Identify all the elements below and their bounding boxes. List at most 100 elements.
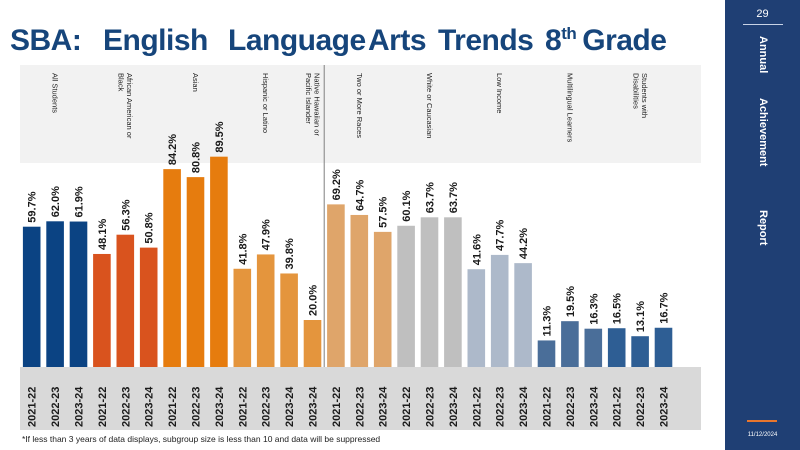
data-label: 60.1% bbox=[401, 190, 413, 221]
data-label: 11.3% bbox=[542, 306, 554, 337]
bar bbox=[397, 225, 415, 367]
page-number-divider bbox=[743, 24, 783, 25]
group-label: Low Income bbox=[495, 73, 504, 113]
data-label: 69.2% bbox=[331, 169, 343, 200]
x-tick-label: 2023-24 bbox=[378, 386, 390, 427]
title-word-arts: Arts bbox=[368, 24, 427, 57]
group-label-line: Disabilities bbox=[631, 73, 640, 109]
bar bbox=[444, 217, 462, 367]
bar bbox=[303, 320, 322, 367]
x-tick-label: 2023-24 bbox=[284, 386, 296, 427]
bar bbox=[256, 254, 275, 367]
group-label: Native Hawaiian orPacific Islander bbox=[304, 73, 322, 136]
data-label: 41.6% bbox=[471, 234, 483, 265]
data-label: 16.7% bbox=[659, 292, 671, 323]
data-label: 47.7% bbox=[495, 219, 507, 250]
bar bbox=[350, 214, 369, 367]
x-tick-label: 2022-23 bbox=[565, 387, 577, 427]
data-label: 64.7% bbox=[354, 180, 366, 211]
x-tick-label: 2021-22 bbox=[401, 387, 413, 427]
x-tick-label: 2021-22 bbox=[97, 387, 109, 427]
group-label: Multilingual Learners bbox=[565, 73, 574, 142]
sidebar-date: 11/12/2024 bbox=[747, 432, 778, 438]
group-label-line: Low Income bbox=[495, 73, 504, 113]
bar bbox=[373, 231, 392, 367]
bar bbox=[210, 156, 228, 367]
x-tick-label: 2023-24 bbox=[214, 386, 226, 427]
data-label: 61.9% bbox=[74, 186, 86, 217]
group-label-line: Native Hawaiian or bbox=[312, 73, 321, 136]
group-label: African American orBlack bbox=[117, 73, 135, 139]
sidebar: 29 Annual Achievement Report 11/12/2024 bbox=[725, 0, 800, 450]
data-label: 89.5% bbox=[214, 121, 226, 152]
data-label: 63.7% bbox=[425, 182, 437, 213]
bar bbox=[537, 340, 556, 367]
x-tick-label: 2021-22 bbox=[167, 387, 179, 427]
title-grade-word: Grade bbox=[582, 24, 667, 57]
data-label: 16.5% bbox=[612, 293, 624, 324]
title-word-trends: Trends bbox=[438, 24, 534, 57]
group-label-line: Two or More Races bbox=[355, 73, 364, 138]
title-word-language: Language bbox=[228, 24, 366, 57]
data-label: 56.3% bbox=[120, 199, 132, 230]
sidebar-word-annual: Annual bbox=[757, 36, 769, 74]
group-label-line: Multilingual Learners bbox=[565, 73, 574, 142]
bar bbox=[631, 336, 649, 367]
data-label: 47.9% bbox=[261, 219, 273, 250]
data-label: 63.7% bbox=[448, 182, 460, 213]
group-label-line: Pacific Islander bbox=[304, 73, 313, 124]
bar bbox=[490, 254, 509, 367]
x-tick-label: 2023-24 bbox=[74, 386, 86, 427]
x-tick-label: 2021-22 bbox=[542, 387, 554, 427]
x-tick-label: 2023-24 bbox=[448, 386, 460, 427]
title-word-english: English bbox=[103, 24, 208, 57]
x-tick-label: 2023-24 bbox=[588, 386, 600, 427]
title-word-sba: SBA: bbox=[10, 24, 82, 57]
header-band bbox=[20, 65, 701, 163]
x-tick-label: 2021-22 bbox=[471, 387, 483, 427]
bar bbox=[46, 221, 64, 367]
bar bbox=[116, 234, 135, 367]
group-label-line: White or Caucasian bbox=[425, 73, 434, 138]
x-tick-label: 2023-24 bbox=[659, 386, 671, 427]
bar bbox=[654, 327, 673, 367]
bar bbox=[327, 204, 345, 367]
x-tick-label: 2022-23 bbox=[354, 387, 366, 427]
group-label-line: Students with bbox=[640, 73, 649, 118]
x-tick-label: 2022-23 bbox=[261, 387, 273, 427]
x-tick-label: 2021-22 bbox=[237, 387, 249, 427]
x-axis-band bbox=[20, 367, 701, 430]
data-label: 13.1% bbox=[635, 301, 647, 332]
sidebar-accent-line bbox=[747, 420, 777, 422]
bar bbox=[467, 269, 486, 367]
data-label: 59.7% bbox=[27, 191, 39, 222]
x-tick-label: 2022-23 bbox=[120, 387, 132, 427]
bar bbox=[163, 169, 181, 367]
title-grade-number: 8 bbox=[545, 24, 562, 57]
title-grade-suffix: th bbox=[561, 24, 577, 43]
group-label: Asian bbox=[191, 73, 200, 92]
data-label: 48.1% bbox=[97, 219, 109, 250]
group-label-line: African American or bbox=[125, 73, 134, 139]
x-tick-label: 2023-24 bbox=[518, 386, 530, 427]
bar bbox=[420, 217, 439, 367]
bar bbox=[139, 247, 158, 367]
group-label: All Students bbox=[51, 73, 60, 113]
bar bbox=[514, 263, 532, 367]
x-tick-label: 2023-24 bbox=[308, 386, 320, 427]
group-label: White or Caucasian bbox=[425, 73, 434, 138]
data-label: 44.2% bbox=[518, 228, 530, 259]
x-tick-label: 2022-23 bbox=[635, 387, 647, 427]
data-label: 84.2% bbox=[167, 134, 179, 165]
bar bbox=[584, 328, 603, 367]
x-tick-label: 2021-22 bbox=[612, 387, 624, 427]
data-label: 57.5% bbox=[378, 196, 390, 227]
data-label: 39.8% bbox=[284, 238, 296, 269]
x-tick-label: 2022-23 bbox=[495, 387, 507, 427]
bar bbox=[607, 328, 626, 367]
x-tick-label: 2021-22 bbox=[331, 387, 343, 427]
sidebar-word-achievement: Achievement bbox=[757, 98, 769, 167]
bar bbox=[186, 177, 205, 367]
x-tick-label: 2022-23 bbox=[50, 387, 62, 427]
